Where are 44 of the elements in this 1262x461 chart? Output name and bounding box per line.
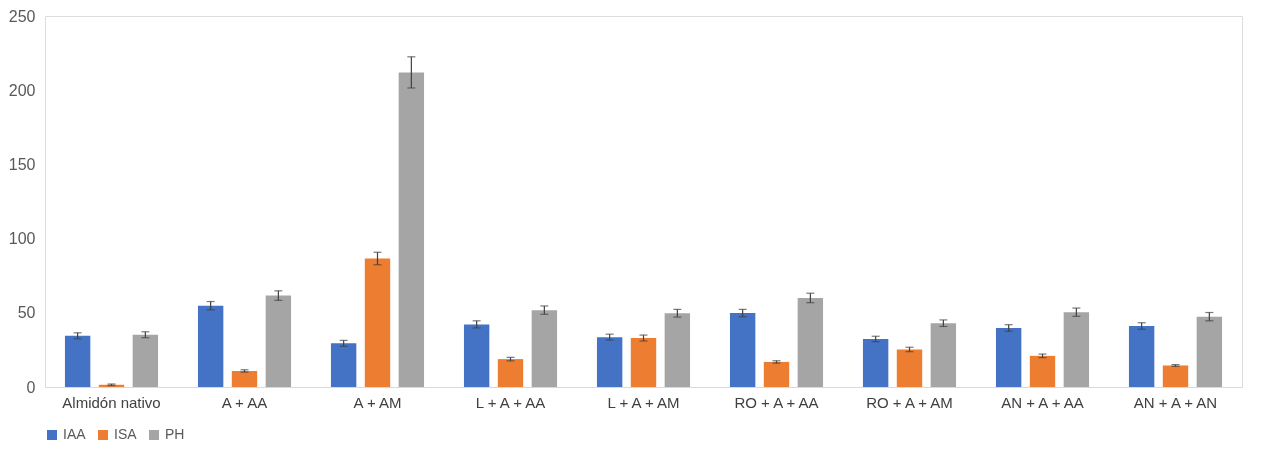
bar <box>364 258 391 387</box>
bar <box>862 338 889 387</box>
y-tick-label: 100 <box>8 230 36 248</box>
bar <box>531 310 558 387</box>
bar <box>664 313 691 387</box>
bar <box>64 335 91 387</box>
y-tick-label: 200 <box>8 81 36 99</box>
bar <box>1162 365 1189 387</box>
bar <box>265 295 292 387</box>
bar <box>1196 316 1223 387</box>
x-tick-label: Almidón nativo <box>62 393 161 411</box>
legend-label: IAA <box>63 426 87 442</box>
x-tick-label: RO + A + AM <box>866 393 953 411</box>
x-tick-label: RO + A + AA <box>734 393 819 411</box>
bar <box>1063 312 1090 387</box>
y-tick-label: 50 <box>17 304 36 322</box>
bar <box>463 324 490 387</box>
bar <box>896 349 923 387</box>
bar <box>497 359 524 387</box>
x-tick-label: L + A + AA <box>475 393 546 411</box>
bar <box>596 337 623 387</box>
x-tick-label: A + AA <box>221 393 268 411</box>
bar <box>197 305 224 387</box>
y-tick-label: 150 <box>8 155 36 173</box>
x-tick-label: AN + A + AN <box>1133 393 1218 411</box>
x-tick-label: L + A + AM <box>607 393 680 411</box>
y-tick-label: 0 <box>26 378 36 396</box>
bar <box>630 338 657 387</box>
bar <box>231 370 258 387</box>
bar <box>132 334 159 387</box>
x-tick-label: AN + A + AA <box>1001 393 1084 411</box>
bar <box>1029 355 1056 387</box>
legend-label: PH <box>165 426 185 442</box>
bar <box>930 323 957 387</box>
x-tick-label: A + AM <box>353 393 402 411</box>
bar <box>797 297 824 387</box>
legend-label: ISA <box>114 426 138 442</box>
bar <box>1128 326 1155 387</box>
bar <box>763 361 790 387</box>
bar <box>330 343 357 387</box>
bar <box>729 313 756 387</box>
bar <box>995 327 1022 387</box>
bar <box>398 72 425 387</box>
y-tick-label: 250 <box>8 7 36 25</box>
